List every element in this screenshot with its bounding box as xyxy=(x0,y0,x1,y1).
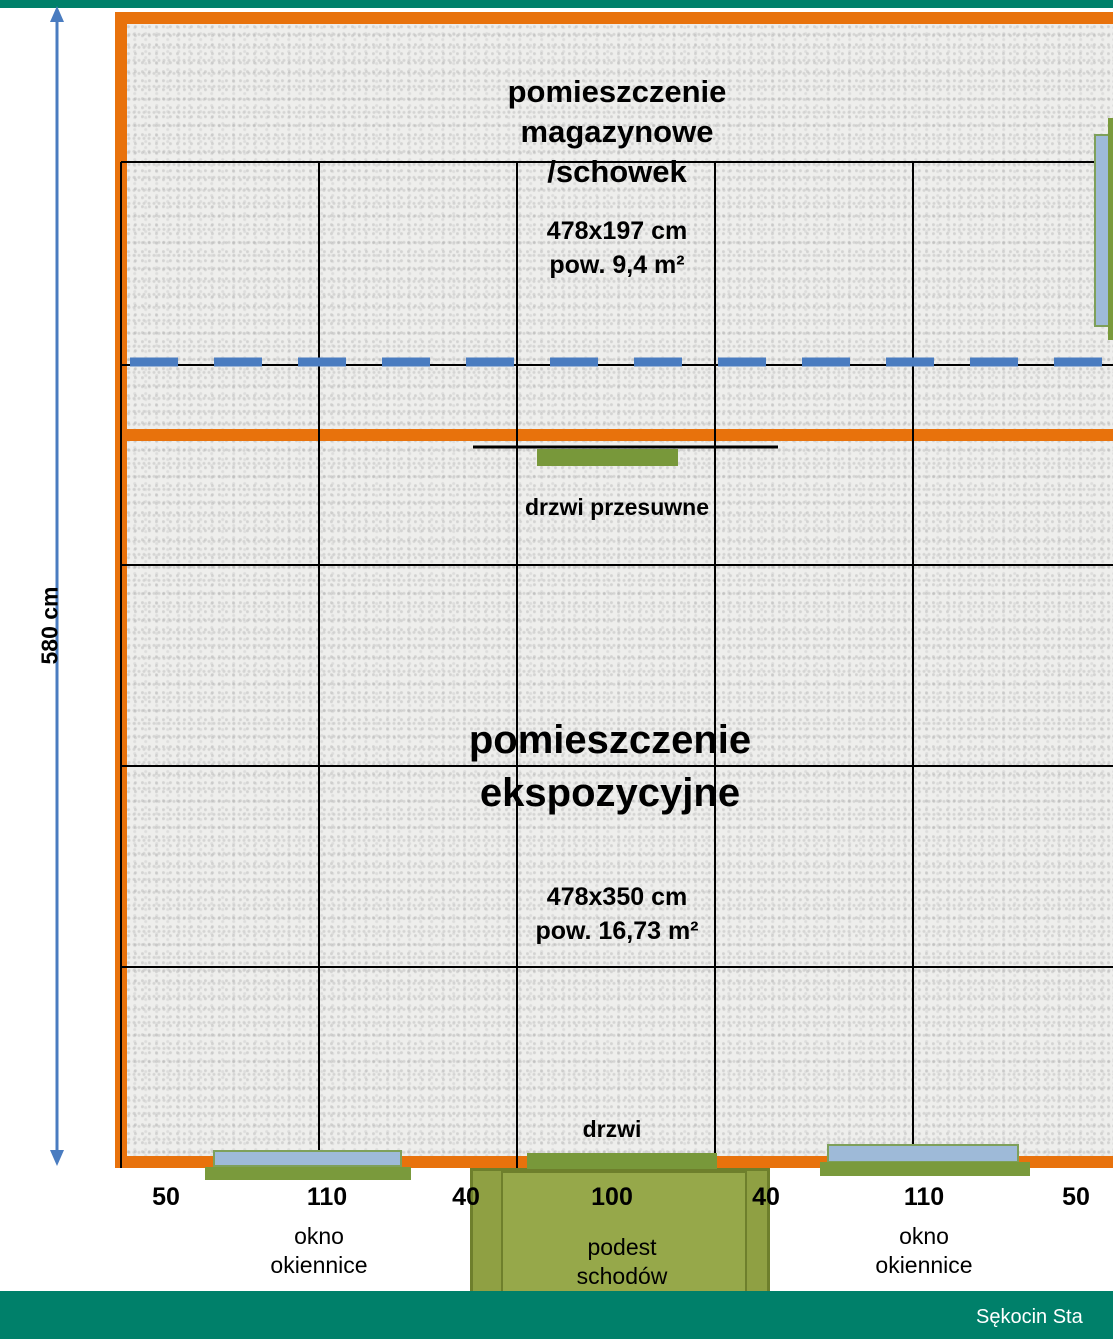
sliding-door-leaf xyxy=(537,449,678,466)
dimension-label: 110 xyxy=(306,1183,348,1211)
storage-room-area: pow. 9,4 m² xyxy=(549,251,685,279)
storage-room-title: pomieszczenie magazynowe /schowek xyxy=(467,72,767,192)
left-window-note: okno okiennice xyxy=(229,1222,409,1280)
right-window-line2: okiennice xyxy=(875,1252,973,1278)
storage-room-dimensions: 478x197 cm pow. 9,4 m² xyxy=(467,214,767,282)
exhibition-room-title-line2: ekspozycyjne xyxy=(479,771,741,815)
right-window-sill xyxy=(820,1162,1030,1176)
exhibition-room-area: pow. 16,73 m² xyxy=(535,917,699,945)
bottom-band xyxy=(0,1291,1113,1339)
stair-landing-inner xyxy=(501,1171,747,1309)
dimension-label: 110 xyxy=(903,1183,945,1211)
height-dimension-label: 580 cm xyxy=(36,586,63,665)
left-window-glass xyxy=(213,1150,402,1167)
top-band xyxy=(0,0,1113,8)
room-divider-wall xyxy=(115,429,1113,441)
landing-line2: schodów xyxy=(576,1263,668,1289)
right-window-glass xyxy=(827,1144,1019,1163)
door-label: drzwi xyxy=(582,1116,642,1142)
exhibition-room-title: pomieszczenie ekspozycyjne xyxy=(380,714,840,820)
dimension-label: 40 xyxy=(452,1183,480,1211)
left-window-sill xyxy=(205,1167,411,1180)
storage-room-title-line3: /schowek xyxy=(547,154,687,189)
sliding-door-label: drzwi przesuwne xyxy=(524,494,710,520)
right-window-line1: okno xyxy=(899,1223,949,1249)
side-window-shutter xyxy=(1108,118,1113,340)
dimension-label: 100 xyxy=(591,1183,633,1211)
footer-text: Sękocin Sta xyxy=(976,1306,1083,1328)
storage-room-title-line1: pomieszczenie xyxy=(507,74,727,109)
grid-lines xyxy=(120,161,1113,1168)
exhibition-room-title-line1: pomieszczenie xyxy=(468,718,752,762)
exhibition-room-size: 478x350 cm xyxy=(546,883,688,911)
arrow-up-icon xyxy=(50,6,64,22)
storage-room-size: 478x197 cm xyxy=(546,217,688,245)
exhibition-room-dimensions: 478x350 cm pow. 16,73 m² xyxy=(467,880,767,948)
landing-note: podest schodów xyxy=(532,1233,712,1291)
dimension-label: 50 xyxy=(152,1183,180,1211)
storage-room-title-line2: magazynowe xyxy=(520,114,714,149)
landing-line1: podest xyxy=(587,1234,657,1260)
left-window-line2: okiennice xyxy=(270,1252,368,1278)
arrow-down-icon xyxy=(50,1150,64,1166)
right-window-note: okno okiennice xyxy=(834,1222,1014,1280)
entrance-door xyxy=(527,1153,717,1169)
dimension-label: 50 xyxy=(1062,1183,1090,1211)
dimension-label: 40 xyxy=(752,1183,780,1211)
left-window-line1: okno xyxy=(294,1223,344,1249)
